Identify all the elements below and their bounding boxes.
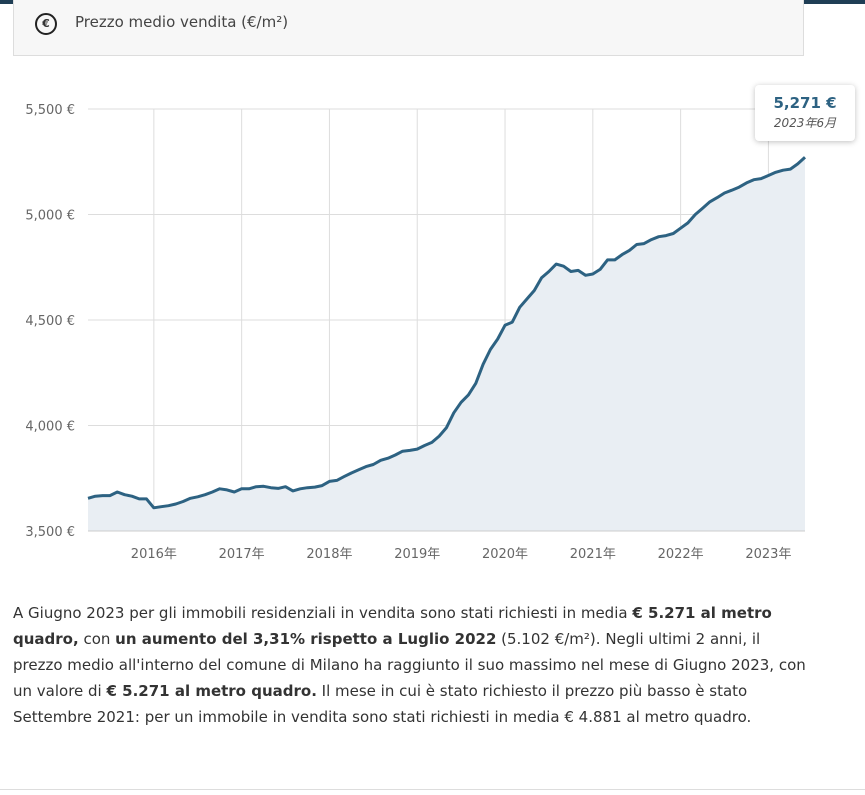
text: con xyxy=(78,630,116,648)
tooltip: 5,271 € 2023年6月 xyxy=(755,85,855,141)
x-tick-label: 2018年 xyxy=(306,547,352,562)
y-tick-label: 5,500 € xyxy=(25,103,75,118)
y-tick-label: 3,500 € xyxy=(25,525,75,540)
bold-text: € 5.271 al metro quadro. xyxy=(106,682,317,700)
header-title: Prezzo medio vendita (€/m²) xyxy=(75,13,289,31)
x-tick-label: 2017年 xyxy=(219,547,265,562)
y-tick-label: 5,000 € xyxy=(25,209,75,224)
text: A Giugno 2023 per gli immobili residenzi… xyxy=(13,604,633,622)
bold-text: un aumento del 3,31% rispetto a Luglio 2… xyxy=(115,630,497,648)
x-tick-label: 2019年 xyxy=(394,547,440,562)
x-tick-label: 2020年 xyxy=(482,547,528,562)
header: € Prezzo medio vendita (€/m²) xyxy=(13,0,804,56)
divider xyxy=(0,789,865,790)
chart: 3,500 € 4,000 € 4,500 € 5,000 € 5,500 € 2016年… xyxy=(25,103,807,562)
x-tick-label: 2022年 xyxy=(658,547,704,562)
line xyxy=(87,156,807,510)
text: Il mese in cui è stato richiesto il prez… xyxy=(13,682,752,726)
y-tick-label: 4,000 € xyxy=(25,420,75,435)
euro-icon: € xyxy=(35,13,57,35)
area xyxy=(88,157,805,532)
text: (5.102 €/m²). Negli ultimi 2 anni, il pr… xyxy=(13,630,806,700)
x-tick-label: 2016年 xyxy=(131,547,177,562)
bold-text: € 5.271 al metro quadro, xyxy=(13,604,772,648)
x-tick-label: 2021年 xyxy=(570,547,616,562)
y-tick-label: 4,500 € xyxy=(25,314,75,329)
tooltip-date: 2023年6月 xyxy=(773,116,837,130)
description: A Giugno 2023 per gli immobili residenzi… xyxy=(13,600,808,730)
x-tick-label: 2023年 xyxy=(745,547,791,562)
tooltip-value: 5,271 € xyxy=(773,94,837,112)
